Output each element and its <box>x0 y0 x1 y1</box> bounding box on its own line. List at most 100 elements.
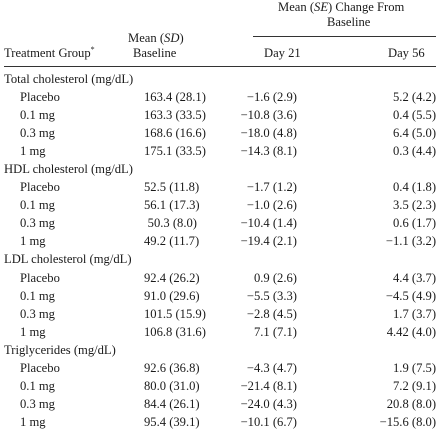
table-row: 0.1 mg 91.0 (29.6) −5.5 (3.3) −4.5 (4.9) <box>4 287 436 305</box>
row-group: Placebo <box>20 360 60 375</box>
row-group: Placebo <box>20 270 60 285</box>
row-day21: −24.0 (4.3) <box>240 396 297 411</box>
row-baseline: 80.0 (31.0) <box>144 378 200 393</box>
header-change-rule <box>253 36 436 37</box>
table-row: 0.3 mg 50.3 (8.0) −10.4 (1.4) 0.6 (1.7) <box>4 214 436 232</box>
row-day21: −21.4 (8.1) <box>240 378 297 393</box>
header-change-from-line1: Mean (SE) Change From <box>278 0 405 14</box>
row-group: 0.3 mg <box>20 126 55 141</box>
row-group: 0.1 mg <box>20 378 55 393</box>
row-day21: −10.1 (6.7) <box>240 414 297 429</box>
table-row: 1 mg 49.2 (11.7) −19.4 (2.1) −1.1 (3.2) <box>4 232 436 250</box>
row-baseline: 56.1 (17.3) <box>144 198 200 213</box>
row-baseline: 92.6 (36.8) <box>144 360 200 375</box>
row-baseline: 92.4 (26.2) <box>144 270 200 285</box>
row-day21: −1.6 (2.9) <box>246 90 297 105</box>
row-day56: 4.4 (3.7) <box>393 270 437 285</box>
table-row: 0.1 mg 56.1 (17.3) −1.0 (2.6) 3.5 (2.3) <box>4 196 436 214</box>
row-day56: 0.3 (4.4) <box>393 144 437 159</box>
row-group: 0.1 mg <box>20 288 55 303</box>
footnote-marker: * <box>90 45 95 54</box>
row-baseline: 101.5 (15.9) <box>144 306 206 321</box>
section-header-triglycerides: Triglycerides (mg/dL) <box>4 341 436 359</box>
table-row: 0.3 mg 168.6 (16.6) −18.0 (4.8) 6.4 (5.0) <box>4 124 436 142</box>
header-day56: Day 56 <box>388 46 425 60</box>
section-header-total-cholesterol: Total cholesterol (mg/dL) <box>4 70 436 88</box>
row-baseline: 49.2 (11.7) <box>144 234 200 249</box>
table-row: 1 mg 106.8 (31.6) 7.1 (7.1) 4.42 (4.0) <box>4 323 436 341</box>
row-baseline: 163.3 (33.5) <box>144 108 206 123</box>
row-baseline: 52.5 (11.8) <box>144 180 200 195</box>
row-day56: 1.9 (7.5) <box>393 360 437 375</box>
table-row: Placebo 163.4 (28.1) −1.6 (2.9) 5.2 (4.2) <box>4 88 436 106</box>
table-row: 1 mg 175.1 (33.5) −14.3 (8.1) 0.3 (4.4) <box>4 142 436 160</box>
row-group: 1 mg <box>20 324 46 339</box>
data-table: Mean (SE) Change From Baseline Mean (SD)… <box>4 0 436 429</box>
section-header-ldl-cholesterol: LDL cholesterol (mg/dL) <box>4 250 436 268</box>
table-row: 0.3 mg 84.4 (26.1) −24.0 (4.3) 20.8 (8.0) <box>4 395 436 413</box>
header-mean-line1: Mean (SD) <box>128 31 184 45</box>
row-group: 0.3 mg <box>20 306 55 321</box>
row-day56: 1.7 (3.7) <box>393 306 437 321</box>
row-baseline: 84.4 (26.1) <box>144 396 200 411</box>
section-title: HDL cholesterol (mg/dL) <box>4 162 133 177</box>
row-day56: 3.5 (2.3) <box>393 198 437 213</box>
row-day56: 7.2 (9.1) <box>393 378 437 393</box>
table-row: Placebo 92.4 (26.2) 0.9 (2.6) 4.4 (3.7) <box>4 269 436 287</box>
table-row: 0.3 mg 101.5 (15.9) −2.8 (4.5) 1.7 (3.7) <box>4 305 436 323</box>
table-row: 1 mg 95.4 (39.1) −10.1 (6.7) −15.6 (8.0) <box>4 413 436 431</box>
header-day21: Day 21 <box>264 46 301 60</box>
row-day21: −5.5 (3.3) <box>246 288 297 303</box>
row-day56: 0.4 (5.5) <box>393 108 437 123</box>
row-baseline: 168.6 (16.6) <box>144 126 206 141</box>
table-row: 0.1 mg 163.3 (33.5) −10.8 (3.6) 0.4 (5.5) <box>4 106 436 124</box>
table-body: Total cholesterol (mg/dL) Placebo 163.4 (2… <box>4 70 436 431</box>
row-group: 0.1 mg <box>20 108 55 123</box>
row-day21: 0.9 (2.6) <box>253 270 297 285</box>
row-group: 0.3 mg <box>20 396 55 411</box>
row-baseline: 175.1 (33.5) <box>144 144 206 159</box>
row-day21: −1.0 (2.6) <box>246 198 297 213</box>
row-group: 1 mg <box>20 414 46 429</box>
row-day21: 7.1 (7.1) <box>253 324 297 339</box>
row-day56: 20.8 (8.0) <box>386 396 437 411</box>
row-day21: −1.7 (1.2) <box>246 180 297 195</box>
table-row: Placebo 92.6 (36.8) −4.3 (4.7) 1.9 (7.5) <box>4 359 436 377</box>
row-day56: 5.2 (4.2) <box>393 90 437 105</box>
row-baseline: 50.3 (8.0) <box>147 216 197 231</box>
row-day21: −14.3 (8.1) <box>240 144 297 159</box>
header-treatment-group: Treatment Group* <box>4 45 95 61</box>
row-day56: −4.5 (4.9) <box>385 288 437 303</box>
row-baseline: 106.8 (31.6) <box>144 324 206 339</box>
header-mean-line2: Baseline <box>133 46 177 60</box>
section-header-hdl-cholesterol: HDL cholesterol (mg/dL) <box>4 160 436 178</box>
row-day21: −19.4 (2.1) <box>240 234 297 249</box>
section-title: Triglycerides (mg/dL) <box>4 342 116 357</box>
row-group: 1 mg <box>20 144 46 159</box>
row-group: Placebo <box>20 90 60 105</box>
row-day56: −15.6 (8.0) <box>379 414 437 429</box>
row-group: 0.3 mg <box>20 216 55 231</box>
row-day56: −1.1 (3.2) <box>385 234 437 249</box>
row-day56: 4.42 (4.0) <box>386 324 437 339</box>
row-day21: −4.3 (4.7) <box>246 360 297 375</box>
row-day21: −10.4 (1.4) <box>240 216 297 231</box>
table-row: 0.1 mg 80.0 (31.0) −21.4 (8.1) 7.2 (9.1) <box>4 377 436 395</box>
row-day21: −10.8 (3.6) <box>240 108 297 123</box>
row-day56: 0.6 (1.7) <box>393 216 437 231</box>
row-group: 1 mg <box>20 234 46 249</box>
row-baseline: 163.4 (28.1) <box>144 90 206 105</box>
row-group: Placebo <box>20 180 60 195</box>
row-baseline: 95.4 (39.1) <box>144 414 200 429</box>
row-group: 0.1 mg <box>20 198 55 213</box>
row-baseline: 91.0 (29.6) <box>144 288 200 303</box>
table-row: Placebo 52.5 (11.8) −1.7 (1.2) 0.4 (1.8) <box>4 178 436 196</box>
row-day56: 0.4 (1.8) <box>393 180 437 195</box>
row-day56: 6.4 (5.0) <box>393 126 437 141</box>
header-change-from-line2: Baseline <box>327 15 371 29</box>
header-bottom-rule <box>4 66 436 67</box>
row-day21: −18.0 (4.8) <box>240 126 297 141</box>
section-title: Total cholesterol (mg/dL) <box>4 72 134 87</box>
row-day21: −2.8 (4.5) <box>246 306 297 321</box>
section-title: LDL cholesterol (mg/dL) <box>4 252 132 267</box>
